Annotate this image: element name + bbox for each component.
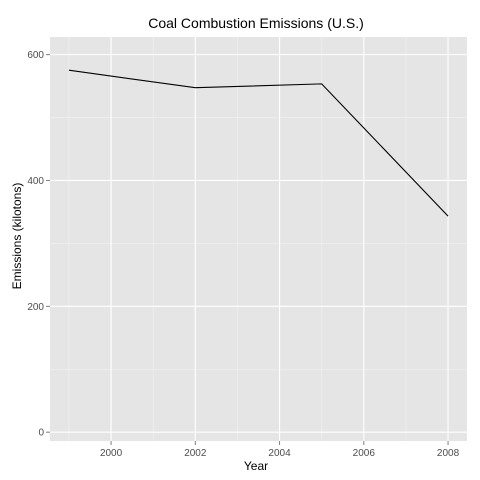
x-tick-label: 2004 xyxy=(268,448,291,459)
x-tick-label: 2008 xyxy=(437,448,460,459)
y-tick-label: 0 xyxy=(38,428,44,439)
y-tick-label: 400 xyxy=(27,176,44,187)
major-gridlines xyxy=(50,37,467,441)
x-axis-ticks: 2000 2002 2004 2006 2008 xyxy=(100,441,460,459)
y-tick-label: 600 xyxy=(27,50,44,61)
chart-title: Coal Combustion Emissions (U.S.) xyxy=(148,15,364,31)
x-tick-label: 2006 xyxy=(353,448,376,459)
minor-gridlines xyxy=(50,37,467,441)
y-axis-title: Emissions (kilotons) xyxy=(10,183,24,290)
series-layer xyxy=(68,69,449,217)
series-line xyxy=(68,69,449,217)
x-axis-title: Year xyxy=(244,459,268,473)
x-tick-label: 2002 xyxy=(184,448,207,459)
y-axis-ticks: 0 200 400 600 xyxy=(27,50,50,439)
x-tick-label: 2000 xyxy=(100,448,123,459)
plot-panel xyxy=(50,37,467,441)
y-tick-label: 200 xyxy=(27,302,44,313)
